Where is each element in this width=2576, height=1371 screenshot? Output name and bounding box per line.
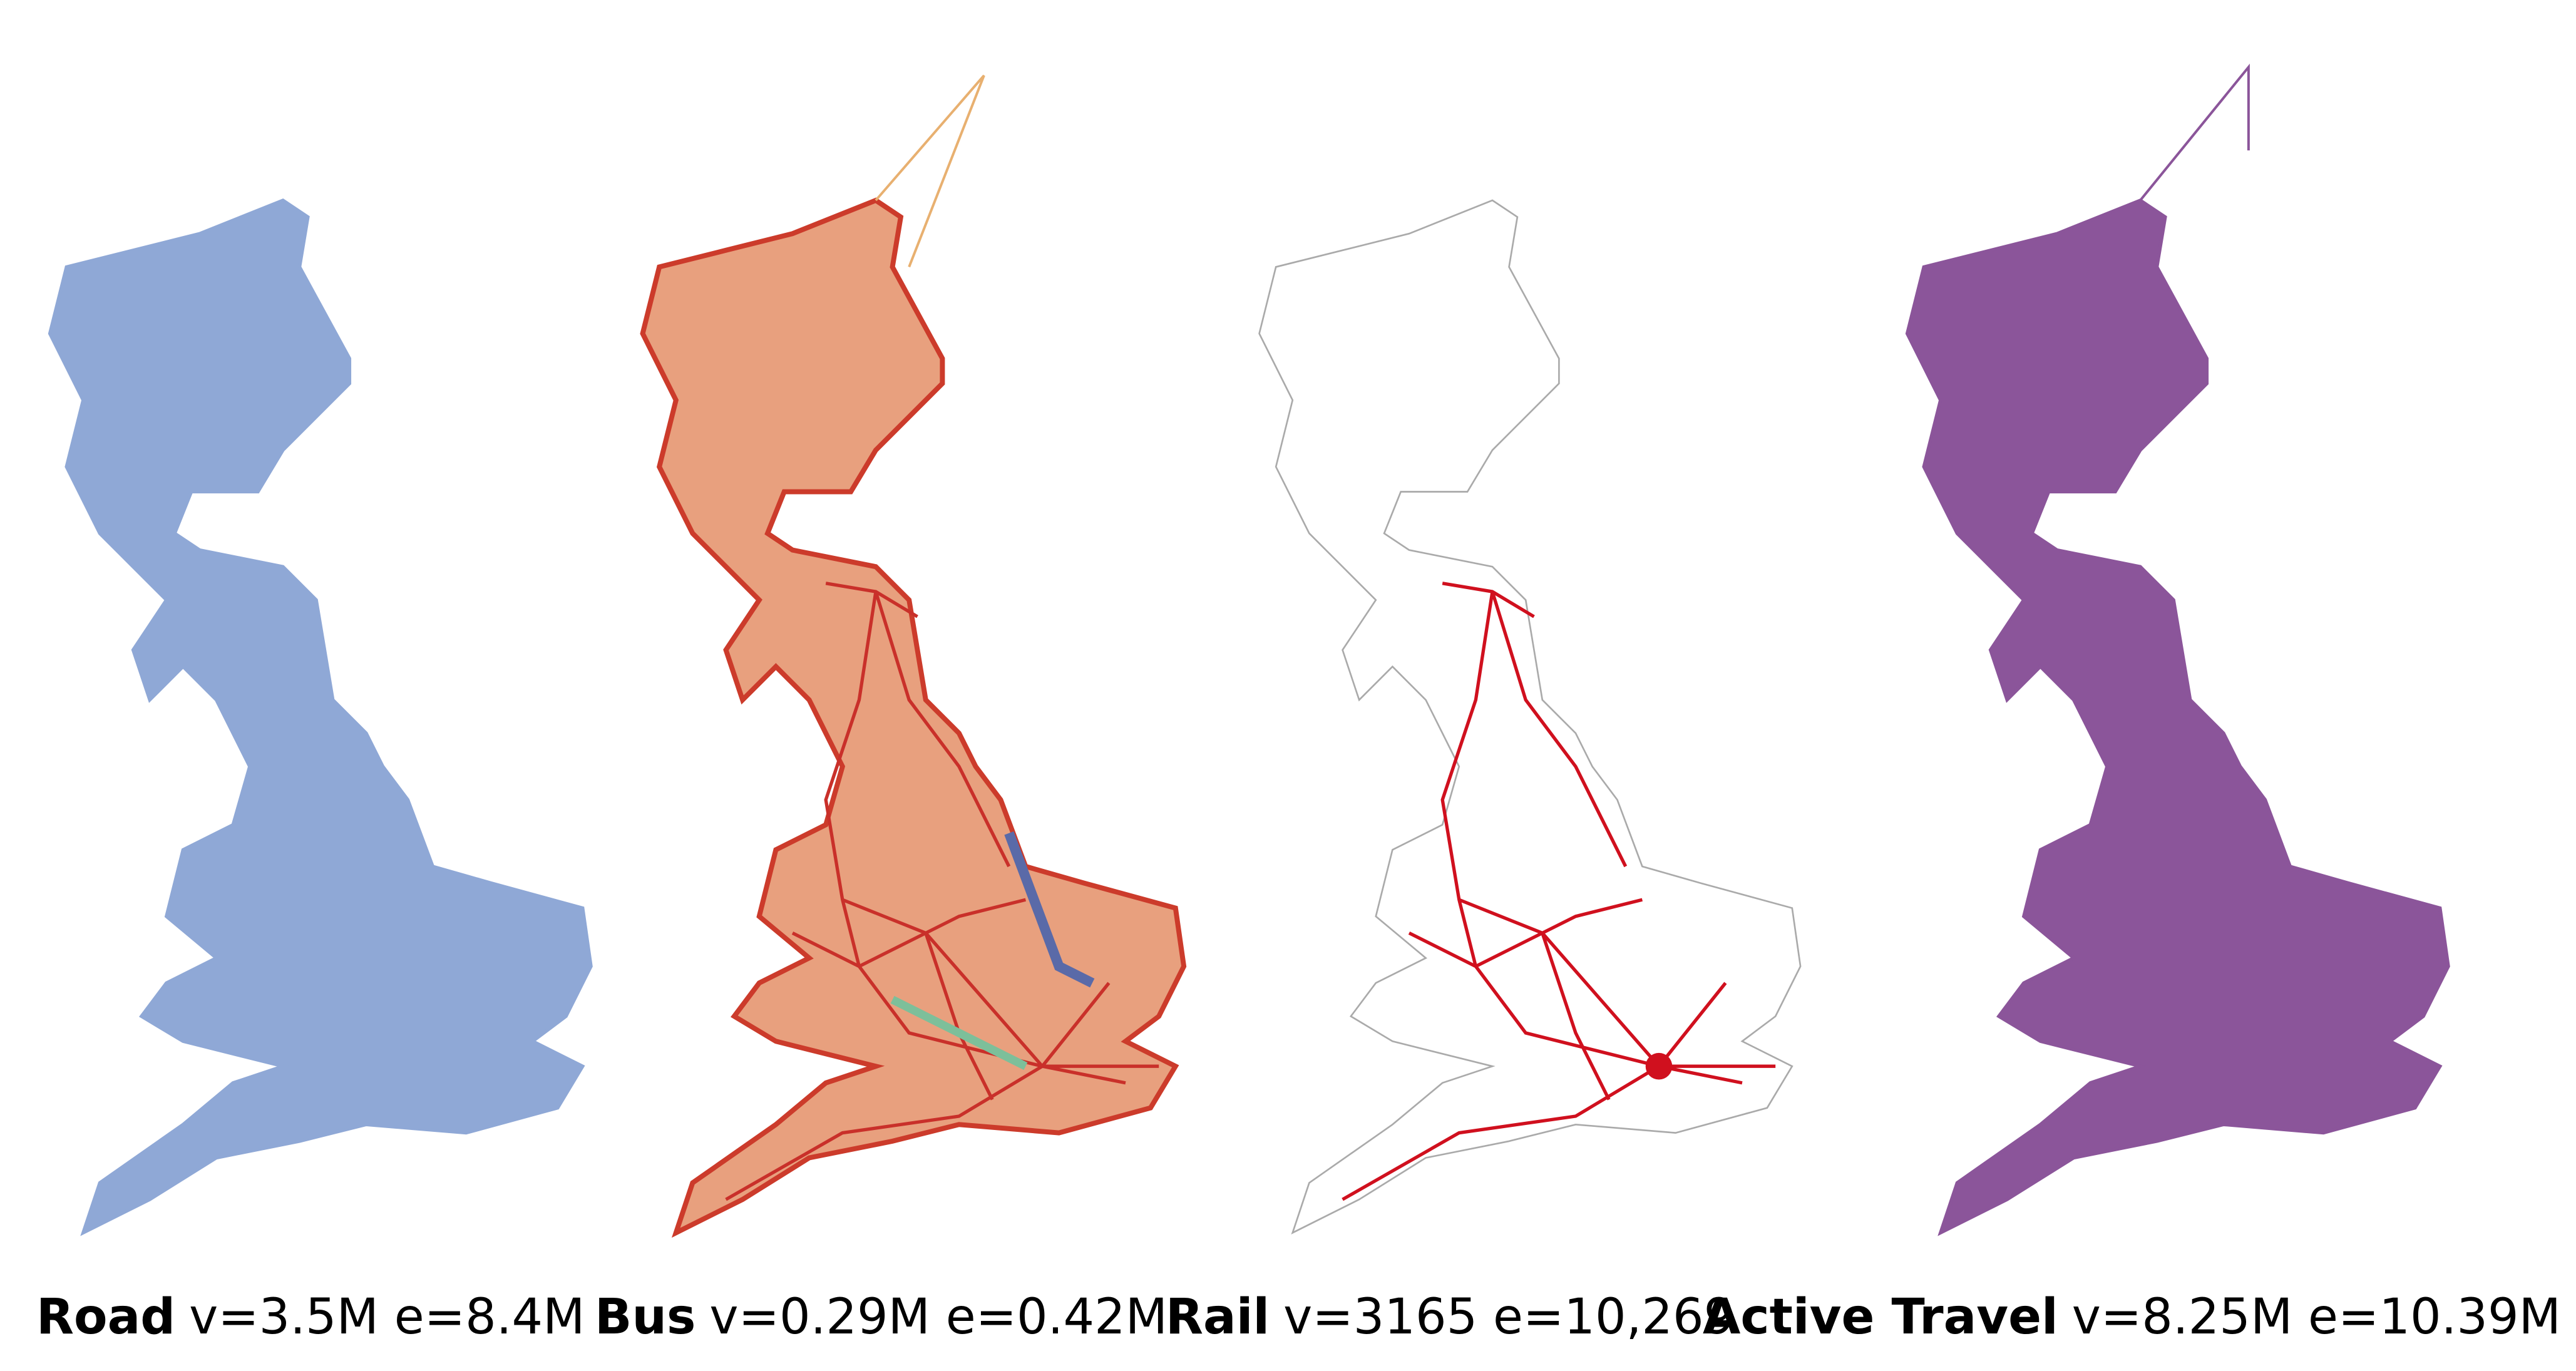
- caption: Road v=3.5M e=8.4M: [36, 1289, 585, 1345]
- network-label: Road: [36, 1289, 175, 1345]
- caption: Bus v=0.29M e=0.42M: [595, 1289, 1167, 1345]
- network-stats: v=0.29M e=0.42M: [709, 1289, 1167, 1345]
- network-stats: v=3.5M e=8.4M: [189, 1289, 585, 1345]
- network-stats: v=3165 e=10,269: [1283, 1289, 1735, 1345]
- network-stats: v=8.25M e=10.39M: [2072, 1289, 2561, 1345]
- road-map: [50, 200, 592, 1233]
- caption: Active Travel v=8.25M e=10.39M: [1703, 1289, 2561, 1345]
- network-label: Bus: [595, 1289, 695, 1345]
- active-travel-map: [1907, 63, 2449, 1233]
- rail-map: [1258, 199, 1802, 1234]
- network-label: Rail: [1166, 1289, 1270, 1345]
- network-label: Active Travel: [1703, 1289, 2058, 1345]
- bus-map: [643, 74, 1184, 1233]
- caption: Rail v=3165 e=10,269: [1166, 1289, 1735, 1345]
